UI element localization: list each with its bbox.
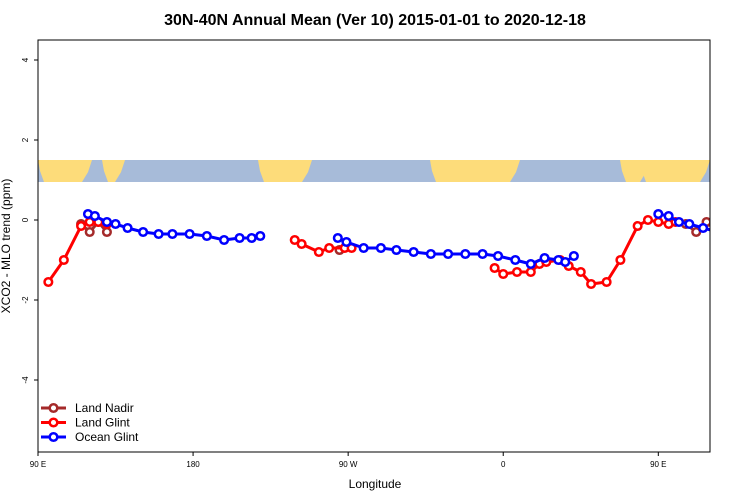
- data-point: [663, 210, 674, 222]
- series-layer: [43, 208, 740, 290]
- data-point: [313, 246, 324, 258]
- data-point: [408, 246, 419, 258]
- data-point: [525, 258, 536, 270]
- data-point: [586, 278, 597, 290]
- data-point: [715, 228, 723, 236]
- data-point: [632, 220, 643, 232]
- data-point: [153, 228, 164, 240]
- data-point: [219, 234, 230, 246]
- data-point: [673, 216, 685, 228]
- data-point: [575, 266, 586, 278]
- data-point: [642, 214, 654, 226]
- data-point: [615, 254, 626, 266]
- data-point: [560, 256, 571, 268]
- x-axis-label: Longitude: [349, 477, 402, 491]
- data-point: [498, 268, 509, 280]
- data-point: [684, 218, 695, 230]
- map-land: [640, 160, 710, 182]
- legend-marker: [48, 417, 59, 428]
- data-point: [568, 250, 579, 262]
- legend-label: Ocean Glint: [75, 430, 139, 444]
- map-ocean: [38, 160, 710, 182]
- data-point: [246, 232, 257, 244]
- data-point: [255, 230, 266, 242]
- data-point: [691, 226, 702, 238]
- series-line: [47, 220, 108, 283]
- series-line: [337, 236, 575, 266]
- data-point: [732, 230, 740, 238]
- data-point: [138, 226, 149, 238]
- map-island: [624, 168, 632, 174]
- data-point: [324, 242, 335, 254]
- data-point: [167, 228, 178, 240]
- data-point: [460, 248, 471, 260]
- map-land: [258, 160, 312, 182]
- data-point: [653, 208, 664, 220]
- world-map-strip: [38, 160, 710, 182]
- data-point: [425, 248, 436, 260]
- map-island: [111, 165, 119, 172]
- y-axis-label: XCO2 - MLO trend (ppm): [0, 179, 13, 314]
- data-point: [296, 238, 307, 250]
- legend-label: Land Glint: [75, 416, 130, 430]
- x-tick-label: 180: [186, 460, 200, 469]
- x-tick-label: 90 E: [650, 460, 666, 469]
- data-point: [201, 230, 212, 242]
- data-point: [332, 232, 343, 244]
- data-point: [289, 234, 300, 246]
- data-point: [43, 276, 54, 288]
- data-point: [391, 244, 402, 256]
- data-point: [443, 248, 454, 260]
- map-island: [436, 163, 444, 170]
- data-point: [358, 242, 369, 254]
- series-ocean-glint: [82, 208, 740, 270]
- data-point: [341, 236, 352, 248]
- y-tick-label: -2: [21, 296, 30, 304]
- data-point: [489, 262, 500, 274]
- y-axis: 4 2 0 -2 -4: [21, 57, 38, 384]
- plot-frame: [37, 39, 711, 453]
- data-point: [84, 226, 95, 238]
- map-island: [646, 164, 654, 171]
- data-point: [110, 218, 121, 230]
- data-point: [477, 248, 488, 260]
- x-tick-label: 0: [501, 460, 506, 469]
- data-point: [525, 266, 536, 278]
- data-point: [89, 210, 100, 222]
- data-point: [101, 216, 112, 228]
- data-point: [511, 266, 523, 278]
- data-point: [539, 252, 550, 264]
- data-point: [234, 232, 245, 244]
- data-point: [510, 254, 521, 266]
- data-point: [713, 228, 721, 236]
- map-land: [430, 160, 520, 182]
- data-point: [698, 222, 709, 234]
- data-point: [653, 216, 664, 228]
- y-tick-label: 2: [21, 137, 30, 142]
- chart-title: 30N-40N Annual Mean (Ver 10) 2015-01-01 …: [164, 12, 586, 29]
- x-tick-label: 90 E: [30, 460, 46, 469]
- map-island: [451, 170, 459, 177]
- data-point: [493, 250, 504, 262]
- y-tick-label: 4: [21, 57, 30, 62]
- map-land: [38, 160, 92, 182]
- y-tick-label: 0: [21, 217, 30, 222]
- data-point: [122, 222, 133, 234]
- x-tick-label: 90 W: [339, 460, 358, 469]
- data-point: [375, 242, 386, 254]
- data-point: [101, 226, 112, 238]
- legend-marker: [48, 402, 59, 414]
- legend-label: Land Nadir: [75, 401, 134, 415]
- data-point: [601, 276, 612, 288]
- y-tick-label: -4: [21, 376, 30, 384]
- data-point: [184, 228, 195, 240]
- legend-marker: [48, 431, 59, 443]
- data-point: [58, 254, 69, 266]
- data-point: [76, 220, 87, 232]
